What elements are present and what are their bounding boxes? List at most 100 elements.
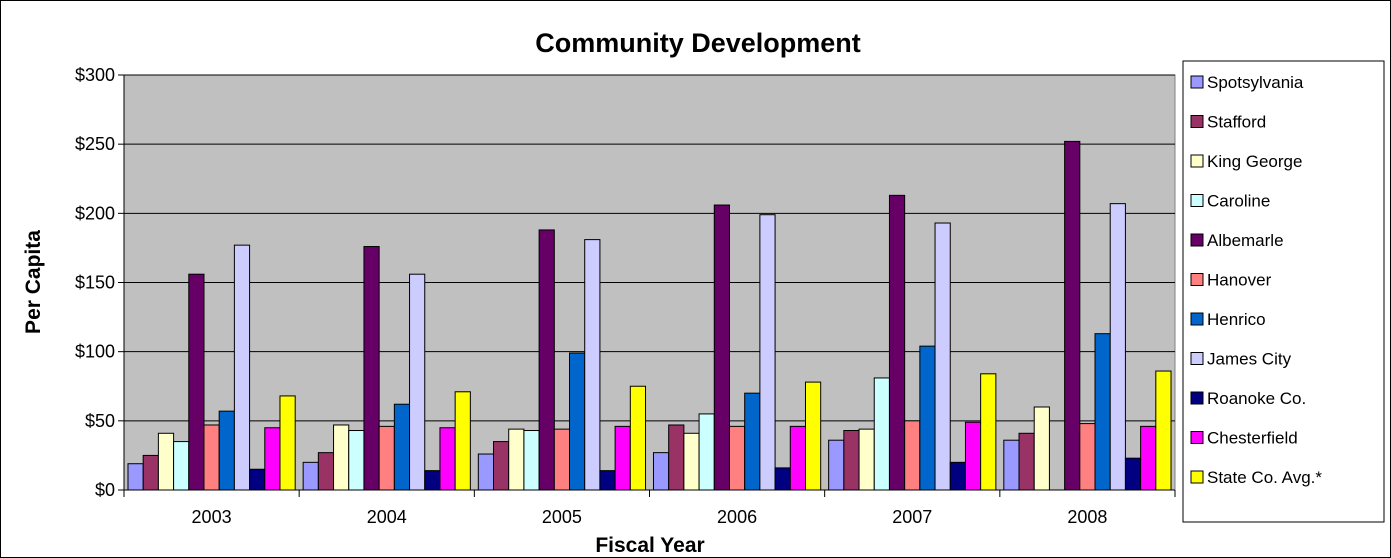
x-tick-label: 2008	[1067, 507, 1107, 527]
bar	[888, 194, 906, 491]
bars	[127, 140, 1172, 491]
bar	[1140, 425, 1157, 491]
bar	[493, 441, 510, 491]
legend-swatch	[1190, 273, 1204, 286]
bar	[302, 461, 319, 491]
y-tick-label: $250	[75, 134, 115, 154]
bar	[218, 410, 235, 491]
legend-swatch	[1190, 154, 1204, 168]
gridlines	[124, 74, 1175, 422]
y-tick-label: $300	[75, 65, 115, 85]
bar	[157, 432, 175, 491]
bar	[858, 428, 875, 491]
bar	[698, 413, 715, 491]
bar	[1033, 406, 1050, 491]
bar	[1155, 370, 1172, 491]
bar	[629, 385, 647, 491]
legend-swatch	[1190, 233, 1204, 247]
bar	[789, 425, 806, 491]
x-tick-label: 2007	[892, 507, 932, 527]
y-axis: $0 $50 $100 $150 $200 $250 $300	[75, 65, 125, 500]
y-tick-label: $150	[75, 273, 115, 293]
bar	[173, 441, 190, 491]
bar	[713, 204, 730, 491]
bar	[424, 470, 441, 491]
bar	[279, 395, 296, 491]
bar	[264, 427, 281, 491]
x-tick-label: 2006	[717, 507, 757, 527]
bar	[348, 430, 365, 491]
bar	[759, 214, 776, 491]
bar	[127, 463, 144, 491]
legend-items: Spotsylvania Stafford King George Caroline A…	[1190, 73, 1322, 487]
bar	[142, 454, 159, 491]
bar	[1079, 423, 1096, 491]
legend-label: Stafford	[1207, 113, 1266, 132]
legend-label: Hanover	[1207, 271, 1272, 290]
legend-label: Henrico	[1207, 310, 1266, 329]
y-tick-label: $0	[95, 480, 115, 500]
bar	[949, 461, 966, 491]
x-tick-label: 2005	[542, 507, 582, 527]
legend-swatch	[1190, 115, 1204, 128]
bar	[409, 273, 426, 491]
chart-title: Community Development	[535, 28, 861, 58]
bar	[203, 424, 220, 491]
bar	[363, 246, 380, 491]
bar	[439, 427, 456, 491]
x-tick-label: 2004	[367, 507, 407, 527]
bar	[683, 432, 700, 491]
bar	[317, 452, 335, 491]
legend-label: Spotsylvania	[1207, 73, 1304, 92]
bar	[964, 421, 982, 491]
legend-swatch	[1190, 312, 1204, 326]
x-axis-title: Fiscal Year	[595, 534, 704, 557]
bar	[569, 352, 586, 491]
y-axis-title: Per Capita	[22, 230, 45, 334]
bar	[584, 239, 601, 491]
bar	[523, 430, 540, 491]
bar	[538, 229, 555, 491]
bar	[553, 428, 571, 491]
legend-label: Caroline	[1207, 192, 1270, 211]
legend-swatch	[1190, 194, 1204, 207]
bar	[378, 425, 395, 491]
bar	[668, 424, 685, 491]
legend	[1182, 60, 1385, 523]
legend-label: Roanoke Co.	[1207, 389, 1306, 408]
bar	[188, 273, 205, 491]
bar	[1124, 457, 1142, 491]
bar	[744, 392, 761, 491]
bar	[1109, 203, 1126, 491]
legend-label: State Co. Avg.*	[1207, 468, 1322, 487]
bar	[934, 222, 951, 491]
legend-swatch	[1190, 75, 1204, 89]
bar	[774, 467, 791, 491]
bar	[249, 468, 266, 491]
bar	[873, 377, 890, 491]
legend-swatch	[1190, 391, 1204, 405]
bar	[843, 430, 860, 491]
y-tick-label: $200	[75, 203, 115, 223]
bar	[652, 452, 670, 491]
bar	[333, 424, 350, 491]
bar	[393, 403, 411, 491]
bar	[233, 244, 251, 491]
legend-label: Albemarle	[1207, 231, 1284, 250]
bar	[804, 381, 822, 491]
bar	[828, 439, 845, 491]
y-tick-label: $100	[75, 342, 115, 362]
legend-swatch	[1190, 431, 1204, 444]
bar	[728, 425, 746, 491]
bar	[477, 453, 495, 491]
bar	[508, 428, 525, 491]
bar	[1003, 439, 1020, 491]
bar	[980, 373, 997, 491]
legend-label: Chesterfield	[1207, 429, 1298, 448]
bar	[599, 470, 616, 491]
legend-swatch	[1190, 352, 1204, 365]
legend-label: King George	[1207, 152, 1302, 171]
x-tick-label: 2003	[192, 507, 232, 527]
y-tick-label: $50	[85, 411, 115, 431]
